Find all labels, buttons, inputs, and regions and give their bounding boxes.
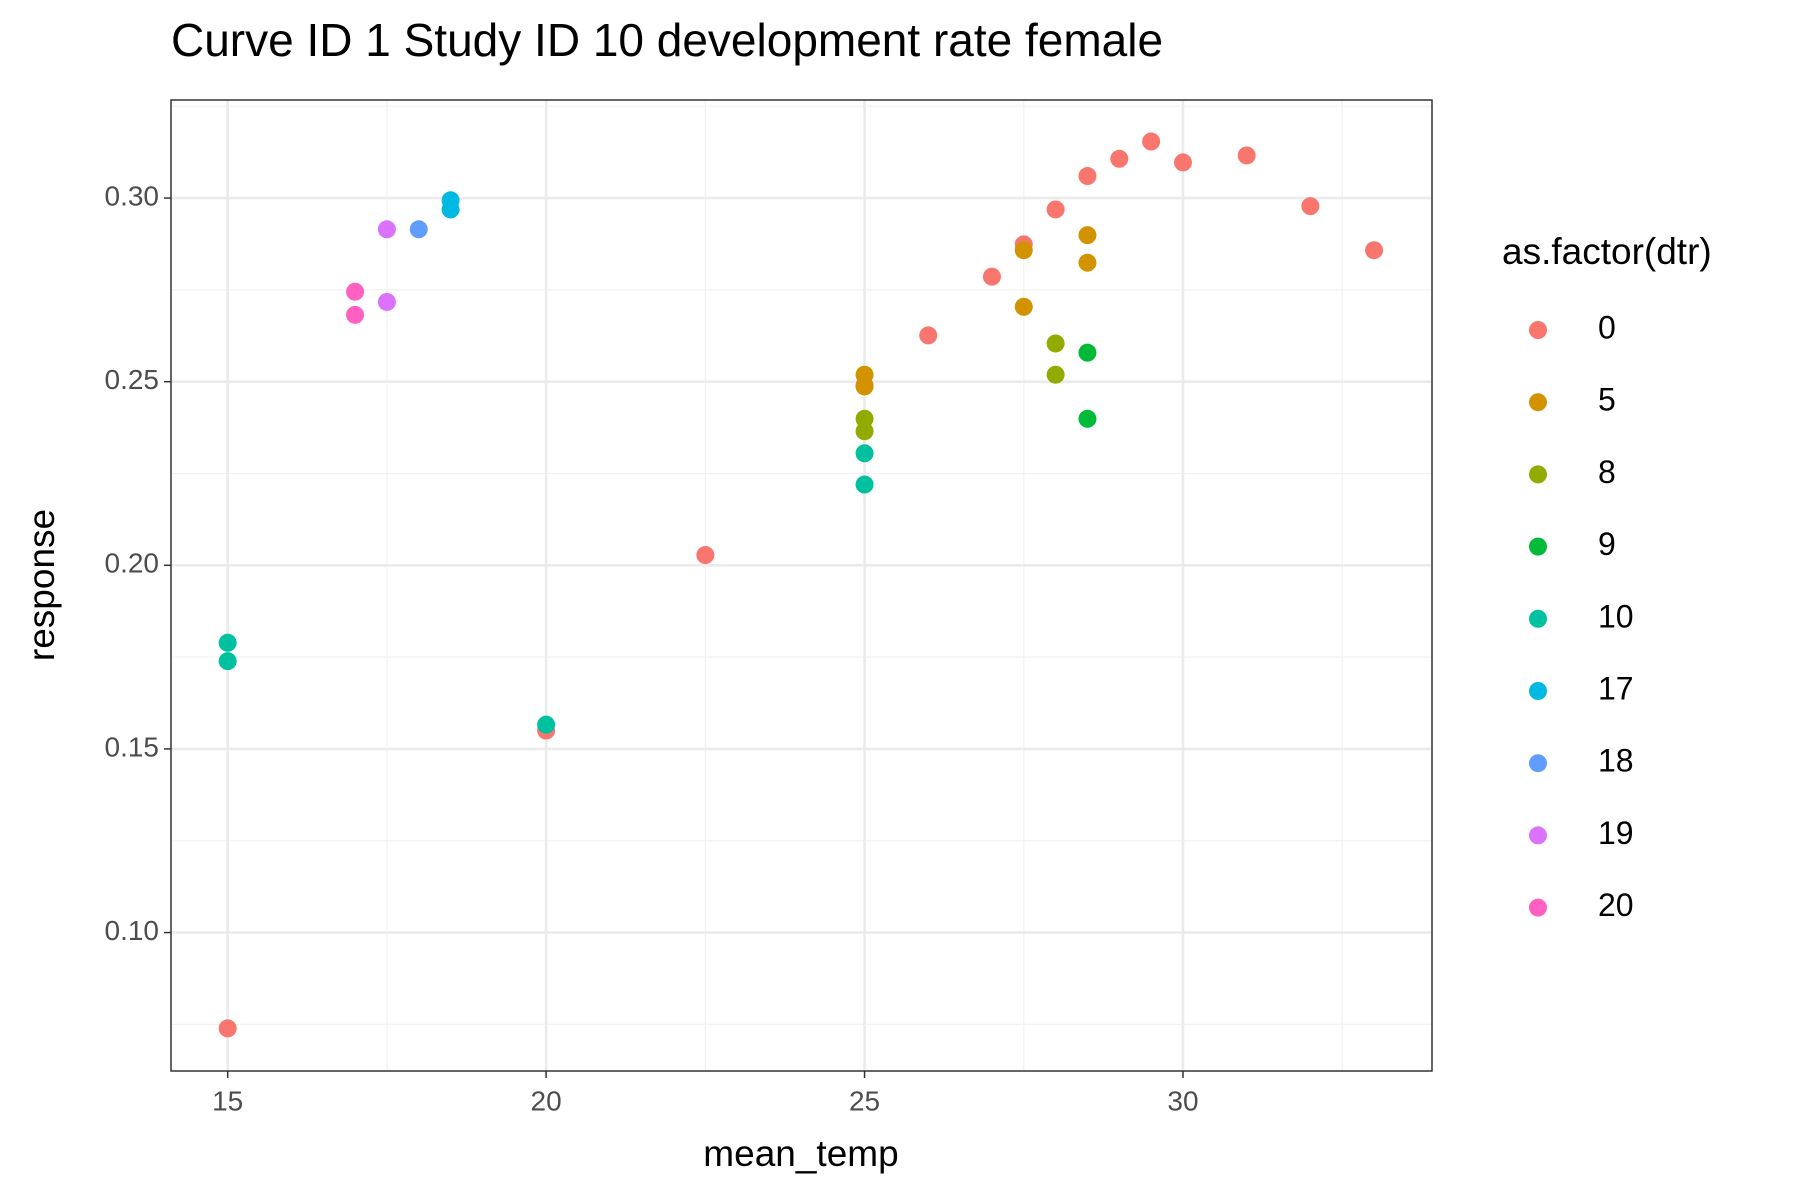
- point: [441, 200, 460, 219]
- point: [855, 422, 874, 441]
- legend-label: 8: [1598, 454, 1616, 490]
- legend-label: 0: [1598, 309, 1616, 345]
- point: [855, 475, 874, 494]
- legend-key: [1529, 826, 1547, 845]
- legend-key: [1529, 609, 1547, 628]
- x-tick-label: 30: [1167, 1085, 1198, 1116]
- point: [346, 305, 365, 324]
- legend-key: [1529, 537, 1547, 556]
- legend-title: as.factor(dtr): [1502, 231, 1712, 272]
- point: [696, 546, 715, 565]
- legend-label: 19: [1598, 815, 1634, 851]
- point: [1046, 334, 1065, 353]
- panel-border: [170, 99, 1433, 1072]
- legend-key: [1529, 898, 1547, 917]
- point: [1365, 241, 1384, 260]
- point: [218, 652, 237, 671]
- point: [1014, 241, 1033, 260]
- point: [1142, 132, 1161, 151]
- legend-label: 17: [1598, 670, 1634, 706]
- legend-label: 9: [1598, 526, 1616, 562]
- point: [1014, 297, 1033, 316]
- y-tick-label: 0.30: [105, 180, 160, 211]
- legend-key: [1529, 321, 1547, 339]
- point: [218, 633, 237, 652]
- y-axis-title: response: [21, 509, 62, 661]
- point: [218, 1019, 237, 1038]
- y-tick-label: 0.25: [105, 364, 160, 395]
- legend-key: [1529, 682, 1547, 700]
- point: [1078, 253, 1097, 272]
- y-tick-label: 0.10: [105, 915, 160, 946]
- point: [1046, 365, 1065, 384]
- y-tick-label: 0.15: [105, 731, 160, 762]
- legend-label: 20: [1598, 887, 1634, 923]
- legend-label: 5: [1598, 382, 1616, 418]
- point: [377, 220, 396, 239]
- point: [919, 326, 938, 345]
- point: [1237, 146, 1256, 165]
- point: [855, 377, 874, 396]
- point: [855, 409, 874, 428]
- point: [1046, 200, 1065, 219]
- x-tick-label: 15: [212, 1085, 243, 1116]
- point: [377, 292, 396, 311]
- point: [1110, 149, 1129, 168]
- point: [1301, 197, 1320, 216]
- point: [1078, 226, 1097, 245]
- legend-key: [1529, 393, 1547, 412]
- legend-label: 10: [1598, 598, 1634, 634]
- point: [982, 267, 1001, 286]
- legend-key: [1529, 465, 1547, 484]
- legend-key: [1529, 754, 1547, 773]
- point: [346, 282, 365, 301]
- chart-title: Curve ID 1 Study ID 10 development rate …: [171, 14, 1163, 66]
- y-tick-label: 0.20: [105, 548, 160, 579]
- point: [1078, 343, 1097, 362]
- point: [1173, 153, 1192, 172]
- point: [537, 715, 556, 734]
- point: [1078, 167, 1097, 186]
- point: [1078, 409, 1097, 428]
- x-tick-label: 20: [531, 1085, 562, 1116]
- point: [855, 444, 874, 463]
- x-tick-label: 25: [849, 1085, 880, 1116]
- x-axis-title: mean_temp: [703, 1133, 898, 1174]
- point: [409, 220, 428, 239]
- legend-label: 18: [1598, 743, 1634, 779]
